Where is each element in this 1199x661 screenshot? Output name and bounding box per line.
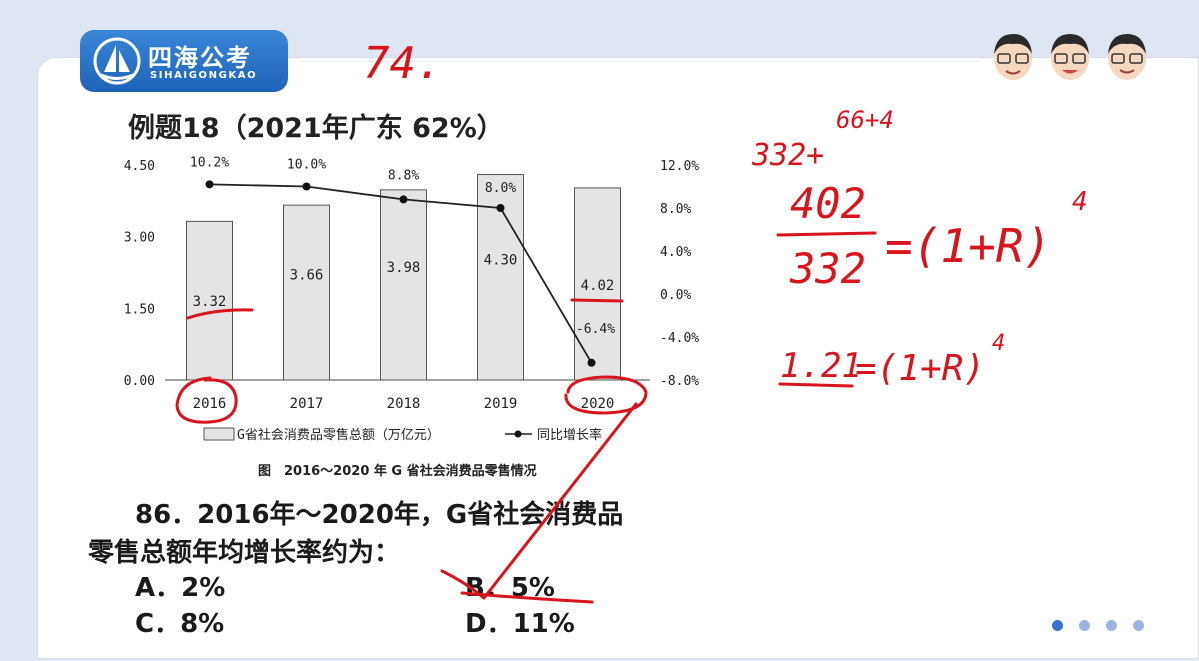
right-axis-tick: -4.0% [660,331,699,346]
question-stem-line1: 86．2016年～2020年，G省社会消费品 [135,500,624,530]
option-d[interactable]: D．11% [465,609,575,639]
legend-line-label: 同比增长率 [537,427,602,443]
example-title: 例题18（2021年广东 62%） [128,113,504,144]
right-axis-tick: 8.0% [660,202,691,217]
x-axis-tick: 2016 [193,396,227,412]
pager-dot[interactable] [1079,620,1090,631]
growth-rate-point [302,182,311,191]
pager-dot[interactable] [1106,620,1117,631]
left-axis-tick: 3.00 [124,231,155,246]
growth-rate-point [205,180,214,189]
pager-dot[interactable] [1133,620,1144,631]
growth-rate-label: 8.8% [388,168,419,183]
option-a[interactable]: A．2% [135,573,226,603]
bar-value-label: 4.02 [581,278,615,294]
growth-rate-label: -6.4% [576,322,615,337]
header-rule [300,61,980,62]
left-axis-tick: 4.50 [124,159,155,174]
growth-rate-label: 8.0% [485,181,516,196]
right-axis-tick: 4.0% [660,245,691,260]
growth-rate-point [587,358,596,367]
legend-bar-swatch [203,427,235,441]
x-axis-tick: 2020 [581,396,615,412]
right-axis-tick: 0.0% [660,288,691,303]
left-axis-tick: 0.00 [124,374,155,389]
growth-rate-label: 10.2% [190,155,229,170]
brand-name-en: SIHAIGONGKAO [150,70,258,81]
option-c[interactable]: C．8% [135,609,225,639]
bar-value-label: 3.32 [193,294,227,310]
pager-dot[interactable] [1052,620,1063,631]
question-stem-line2: 零售总额年均增长率约为： [88,538,401,568]
teacher-avatar-icon [994,34,1032,80]
brand-logo: 四海公考 SIHAIGONGKAO [80,30,288,92]
legend-bar-label: G省社会消费品零售总额（万亿元） [237,427,440,443]
growth-rate-label: 10.0% [287,158,326,173]
growth-rate-point [399,195,408,204]
x-axis-tick: 2018 [387,396,421,412]
chart-caption: 图 2016～2020 年 G 省社会消费品零售情况 [258,464,537,479]
left-axis-tick: 1.50 [124,302,155,317]
teacher-avatar-icon [1051,34,1089,80]
x-axis-tick: 2017 [290,396,324,412]
x-axis-tick: 2019 [484,396,518,412]
brand-name-cn: 四海公考 [148,44,252,72]
right-axis-tick: 12.0% [660,159,699,174]
bar-value-label: 4.30 [484,252,518,268]
bar-value-label: 3.98 [387,260,421,276]
bar-2016 [186,220,233,381]
growth-rate-point [496,204,505,212]
bar-2017 [283,204,330,381]
right-axis-tick: -8.0% [660,374,699,389]
teacher-avatar-icon [1108,34,1146,80]
sailboat-logo-icon [93,37,141,85]
bar-value-label: 3.66 [290,268,324,284]
legend-line-marker [514,430,522,438]
bar-2018 [380,189,427,381]
option-b[interactable]: B．5% [465,573,555,603]
